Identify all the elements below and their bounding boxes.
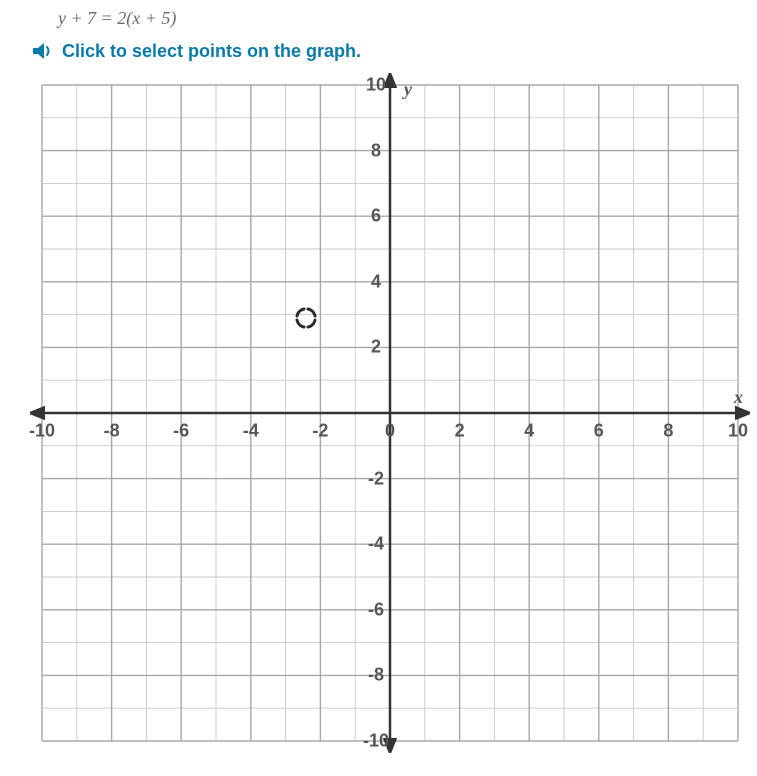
- y-axis-label: y: [404, 79, 412, 100]
- coordinate-graph[interactable]: -10 -8 -6 -4 -2 0 2 4 6 8 10 10 8 6 4 2 -2 -4 -6 -8 -10 y x: [30, 73, 750, 753]
- equation-text: y + 7 = 2(x + 5): [0, 0, 757, 29]
- x-tick-label: 10: [728, 421, 748, 442]
- x-tick-label: 0: [385, 421, 395, 442]
- y-tick-label: 2: [371, 337, 381, 358]
- x-tick-label: -6: [173, 421, 189, 442]
- instruction-text: Click to select points on the graph.: [62, 41, 361, 62]
- y-tick-label: 10: [366, 75, 386, 96]
- x-tick-label: -10: [29, 421, 55, 442]
- x-tick-label: 8: [663, 421, 673, 442]
- y-tick-label: 8: [371, 140, 381, 161]
- point-cursor-icon[interactable]: [294, 306, 318, 330]
- x-tick-label: -4: [243, 421, 259, 442]
- y-tick-label: -8: [368, 665, 384, 686]
- y-tick-label: -4: [368, 534, 384, 555]
- y-tick-label: 6: [371, 206, 381, 227]
- x-axis-label: x: [734, 387, 743, 408]
- y-tick-label: 4: [371, 271, 381, 292]
- x-tick-label: -2: [312, 421, 328, 442]
- y-tick-label: -10: [363, 731, 389, 752]
- x-tick-label: 2: [455, 421, 465, 442]
- x-tick-label: 4: [524, 421, 534, 442]
- y-tick-label: -6: [368, 599, 384, 620]
- y-tick-label: -2: [368, 468, 384, 489]
- x-tick-label: 6: [594, 421, 604, 442]
- speaker-icon[interactable]: [30, 39, 54, 63]
- x-tick-label: -8: [104, 421, 120, 442]
- instruction-row: Click to select points on the graph.: [0, 29, 757, 65]
- graph-grid[interactable]: [30, 73, 750, 753]
